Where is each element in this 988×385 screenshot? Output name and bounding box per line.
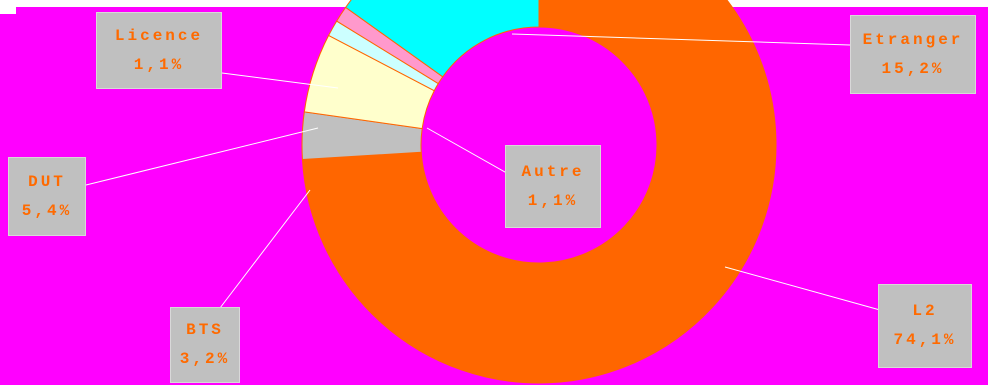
top-left-corner bbox=[0, 0, 16, 14]
slice-label-l2-value: 74,1% bbox=[893, 331, 957, 349]
slice-label-l2-name: L2 bbox=[912, 302, 938, 320]
slice-label-autre: Autre 1,1% bbox=[505, 145, 601, 228]
donut-slice-etranger bbox=[344, 0, 540, 78]
slice-label-licence: Licence 1,1% bbox=[96, 12, 222, 89]
leader-line-dut bbox=[85, 127, 319, 186]
leader-line-l2 bbox=[724, 266, 881, 311]
leader-line-licence bbox=[221, 72, 339, 89]
slice-label-dut-value: 5,4% bbox=[21, 201, 73, 220]
slice-label-etranger-value: 15,2% bbox=[881, 59, 945, 78]
slice-label-etranger-name: Etranger bbox=[862, 30, 964, 49]
slice-label-etranger: Etranger 15,2% bbox=[850, 15, 976, 94]
slice-label-dut-name: DUT bbox=[28, 172, 66, 191]
slice-label-l2: L2 74,1% bbox=[878, 284, 972, 368]
leader-line-autre bbox=[426, 127, 513, 177]
slice-label-bts-name: BTS bbox=[186, 321, 224, 339]
leader-line-bts bbox=[219, 189, 311, 309]
slice-label-dut: DUT 5,4% bbox=[8, 157, 86, 236]
slice-label-licence-name: Licence bbox=[114, 26, 204, 45]
slice-label-bts-value: 3,2% bbox=[179, 350, 231, 368]
slice-label-autre-value: 1,1% bbox=[527, 191, 579, 210]
leader-line-etranger bbox=[511, 33, 851, 46]
slice-label-autre-name: Autre bbox=[521, 162, 585, 181]
slice-label-bts: BTS 3,2% bbox=[170, 307, 240, 383]
slice-label-licence-value: 1,1% bbox=[133, 55, 185, 74]
donut-slice-l2 bbox=[301, 0, 777, 384]
